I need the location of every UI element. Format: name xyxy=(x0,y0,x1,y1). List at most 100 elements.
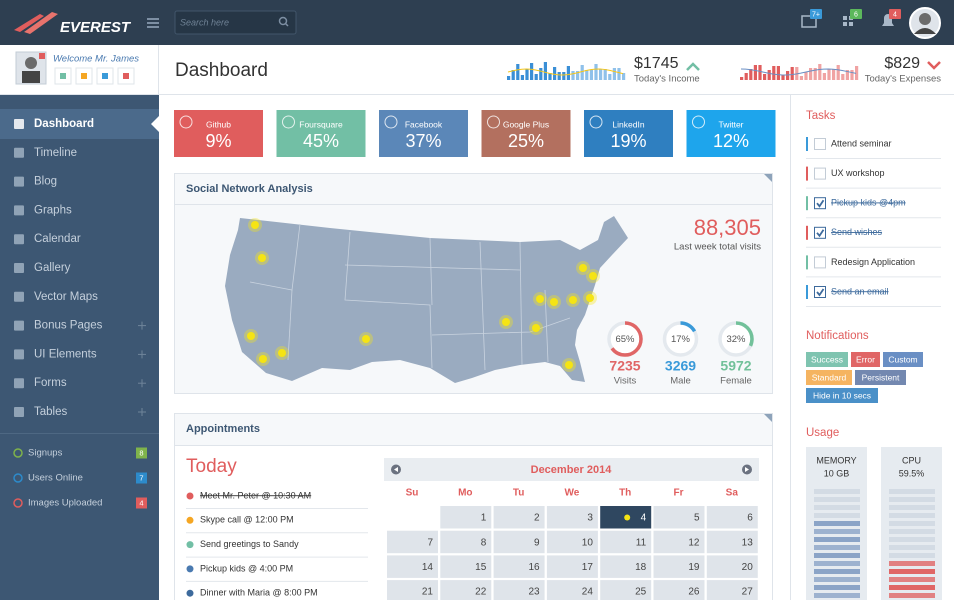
day-cell[interactable] xyxy=(706,580,758,600)
notify-label: Hide in 10 secs xyxy=(813,390,871,400)
menu-item[interactable]: Bonus Pages xyxy=(34,320,103,332)
menu-item[interactable]: Dashboard xyxy=(34,118,94,130)
stat-dot xyxy=(13,498,23,508)
meter-segment xyxy=(814,537,860,542)
notify-label: Persistent xyxy=(862,372,900,382)
search-icon xyxy=(278,16,288,26)
spark-bar xyxy=(548,73,552,80)
icon xyxy=(147,26,159,28)
donut-label: Visits xyxy=(614,376,637,387)
task-checkbox[interactable] xyxy=(814,226,826,239)
day-cell[interactable] xyxy=(493,506,545,529)
day: 4 xyxy=(641,513,647,524)
social-tile[interactable] xyxy=(276,110,366,157)
tile-icon xyxy=(384,115,398,129)
dot xyxy=(247,332,255,340)
task-checkbox[interactable] xyxy=(814,256,826,269)
task-checkbox[interactable] xyxy=(814,286,826,298)
day-cell[interactable] xyxy=(546,580,598,600)
menu-item[interactable]: Vector Maps xyxy=(34,291,98,303)
panel-corner xyxy=(764,174,772,182)
spark-bar xyxy=(832,69,836,80)
day-cell[interactable] xyxy=(440,580,492,600)
notify-button[interactable] xyxy=(851,352,880,367)
day-cell[interactable] xyxy=(440,555,492,578)
day-cell[interactable] xyxy=(493,580,545,600)
notify-button[interactable] xyxy=(806,388,878,403)
day-cell[interactable] xyxy=(387,580,438,600)
donut-arc xyxy=(607,321,643,357)
spark-bar xyxy=(585,70,589,80)
spark-bar xyxy=(520,75,524,80)
apps-icon[interactable] xyxy=(843,16,847,20)
day: 27 xyxy=(742,587,754,598)
spark-bar xyxy=(612,68,616,80)
task-marker xyxy=(806,166,808,181)
image-icon[interactable] xyxy=(801,15,817,28)
day: 15 xyxy=(475,562,487,573)
notify-button[interactable] xyxy=(806,370,852,385)
tile-name: LinkedIn xyxy=(612,119,644,129)
day-cell[interactable] xyxy=(546,530,598,554)
notify-button[interactable] xyxy=(806,352,848,367)
social-tile[interactable] xyxy=(686,110,776,157)
notify-button[interactable] xyxy=(855,370,906,385)
spark-bar xyxy=(589,70,593,80)
day-cell[interactable] xyxy=(440,506,492,529)
day-cell[interactable] xyxy=(653,530,705,554)
social-tile[interactable] xyxy=(379,110,468,157)
day-cell[interactable] xyxy=(493,530,545,554)
menu-item[interactable]: UI Elements xyxy=(34,348,97,360)
menu-icon xyxy=(14,263,24,273)
day: 7 xyxy=(427,537,433,548)
task-checkbox[interactable] xyxy=(814,197,826,210)
day-cell[interactable] xyxy=(546,555,598,578)
day-cell[interactable] xyxy=(706,530,758,554)
spark-bar xyxy=(781,75,785,80)
task-checkbox[interactable] xyxy=(814,138,826,150)
day-cell[interactable] xyxy=(653,506,705,529)
day-cell[interactable] xyxy=(653,580,705,600)
day-cell[interactable] xyxy=(440,530,492,554)
spark-bar xyxy=(799,76,803,80)
day: 18 xyxy=(635,562,647,573)
social-tile[interactable] xyxy=(481,110,571,157)
badge-count: 6 xyxy=(854,11,858,18)
social-tile[interactable] xyxy=(174,110,263,157)
day-cell[interactable] xyxy=(600,530,652,554)
task-checkbox[interactable] xyxy=(814,167,826,180)
menu-item[interactable]: Blog xyxy=(34,176,57,188)
stat-count: 7 xyxy=(139,473,143,482)
day: 6 xyxy=(747,513,753,524)
spark-bar xyxy=(749,69,753,80)
menu-toggle[interactable] xyxy=(147,18,159,28)
search-box[interactable] xyxy=(174,10,297,35)
meter-segment xyxy=(889,561,935,566)
meter-segment xyxy=(814,569,860,574)
menu-item[interactable]: Timeline xyxy=(34,147,77,159)
day-cell[interactable] xyxy=(493,555,545,578)
day-cell[interactable] xyxy=(706,506,758,529)
meter-name: MEMORY xyxy=(816,455,856,465)
day-cell[interactable] xyxy=(653,555,705,578)
state-lines xyxy=(519,241,523,366)
menu-item[interactable]: Gallery xyxy=(34,262,71,274)
day-cell[interactable] xyxy=(600,580,652,600)
meter-segment xyxy=(814,521,860,526)
day-cell[interactable] xyxy=(706,555,758,578)
apps-icon xyxy=(849,22,853,26)
social-tile[interactable] xyxy=(584,110,673,157)
day-cell[interactable] xyxy=(546,506,598,529)
notify-button[interactable] xyxy=(883,352,923,367)
menu-icon xyxy=(14,349,24,360)
day-cell[interactable] xyxy=(600,555,652,578)
meter-segment xyxy=(889,577,935,582)
menu-item[interactable]: Tables xyxy=(34,406,67,418)
menu-item[interactable]: Calendar xyxy=(34,233,81,245)
menu-item[interactable]: Graphs xyxy=(34,204,72,216)
notify-label: Custom xyxy=(888,354,917,364)
menu-item[interactable]: Forms xyxy=(34,377,67,389)
day-cell[interactable] xyxy=(387,530,438,554)
day-cell[interactable] xyxy=(387,555,438,578)
